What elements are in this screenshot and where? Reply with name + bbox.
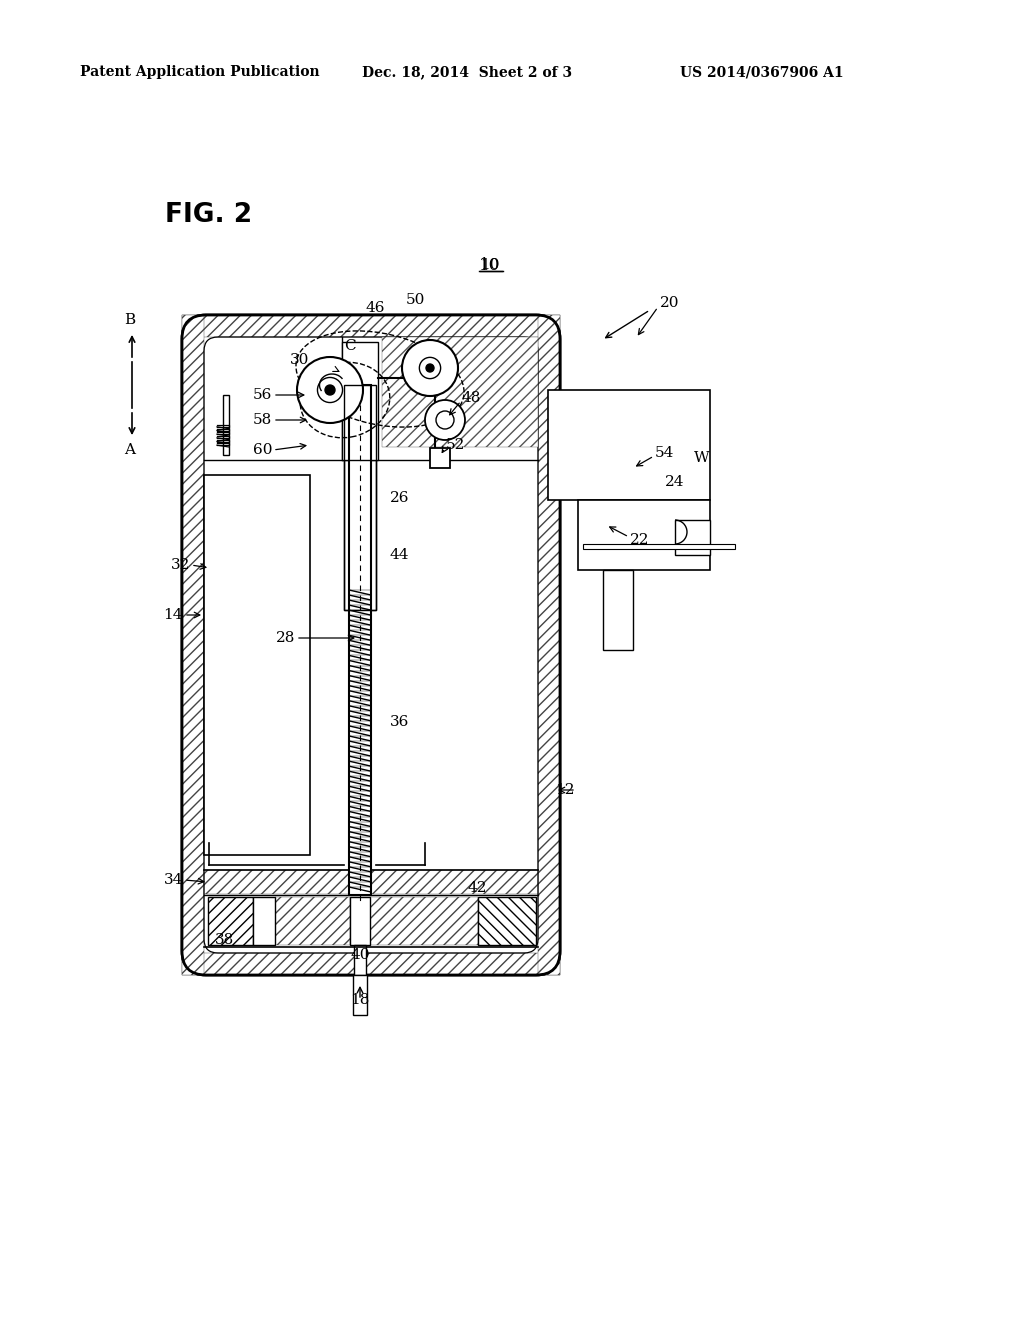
Text: 36: 36 (390, 715, 410, 729)
Circle shape (297, 356, 362, 422)
Bar (253, 898, 275, 945)
Text: 50: 50 (406, 293, 425, 308)
Text: 48: 48 (462, 391, 481, 405)
Bar (344, 385, 376, 610)
Text: Dec. 18, 2014  Sheet 2 of 3: Dec. 18, 2014 Sheet 2 of 3 (362, 65, 572, 79)
Circle shape (402, 341, 458, 396)
Bar (342, 342, 378, 459)
Bar (208, 898, 253, 945)
Bar (344, 385, 376, 610)
Text: B: B (125, 313, 135, 327)
Text: 40: 40 (350, 948, 370, 962)
Bar (354, 945, 366, 975)
Text: 52: 52 (446, 438, 465, 451)
Bar (578, 500, 710, 570)
Circle shape (420, 358, 440, 379)
Bar (353, 975, 367, 1015)
Circle shape (317, 378, 343, 403)
Text: 18: 18 (350, 993, 370, 1007)
Text: 46: 46 (366, 301, 385, 315)
Text: 10: 10 (480, 257, 500, 272)
Bar (204, 870, 538, 894)
Bar (182, 315, 204, 975)
FancyBboxPatch shape (182, 315, 560, 975)
Bar (538, 315, 560, 975)
Bar (583, 544, 735, 549)
Text: 44: 44 (390, 548, 410, 562)
Text: 30: 30 (291, 352, 309, 367)
Text: 12: 12 (555, 783, 575, 797)
Text: C: C (344, 339, 355, 352)
Text: W: W (694, 451, 710, 465)
Text: 10: 10 (479, 256, 501, 273)
Bar (548, 389, 710, 500)
Bar (349, 385, 371, 895)
Circle shape (425, 400, 465, 440)
Bar (182, 953, 560, 975)
Text: 58: 58 (253, 413, 272, 426)
Bar (223, 395, 229, 455)
Text: 28: 28 (275, 631, 295, 645)
Text: FIG. 2: FIG. 2 (165, 202, 252, 228)
Text: 56: 56 (253, 388, 272, 403)
Bar (430, 447, 450, 469)
Text: Patent Application Publication: Patent Application Publication (80, 65, 319, 79)
Bar (204, 475, 310, 855)
Bar (675, 520, 710, 554)
Text: 42: 42 (468, 880, 487, 895)
Bar (603, 570, 633, 649)
Circle shape (325, 385, 335, 395)
Bar (478, 898, 536, 945)
Bar (182, 315, 560, 337)
Text: A: A (125, 444, 135, 457)
Circle shape (436, 411, 454, 429)
Text: 22: 22 (630, 533, 649, 546)
Bar (349, 385, 371, 895)
Bar (382, 337, 538, 447)
Text: 54: 54 (655, 446, 675, 459)
Bar (275, 898, 350, 945)
Text: 38: 38 (215, 933, 234, 946)
Bar (370, 898, 478, 945)
Text: 24: 24 (665, 475, 684, 488)
Text: 14: 14 (164, 609, 183, 622)
Circle shape (426, 364, 434, 372)
Text: 34: 34 (164, 873, 183, 887)
Text: 32: 32 (171, 558, 190, 572)
Text: 60: 60 (253, 444, 272, 457)
Text: 26: 26 (390, 491, 410, 506)
Bar (350, 898, 370, 945)
Text: US 2014/0367906 A1: US 2014/0367906 A1 (680, 65, 844, 79)
Text: 20: 20 (660, 296, 680, 310)
